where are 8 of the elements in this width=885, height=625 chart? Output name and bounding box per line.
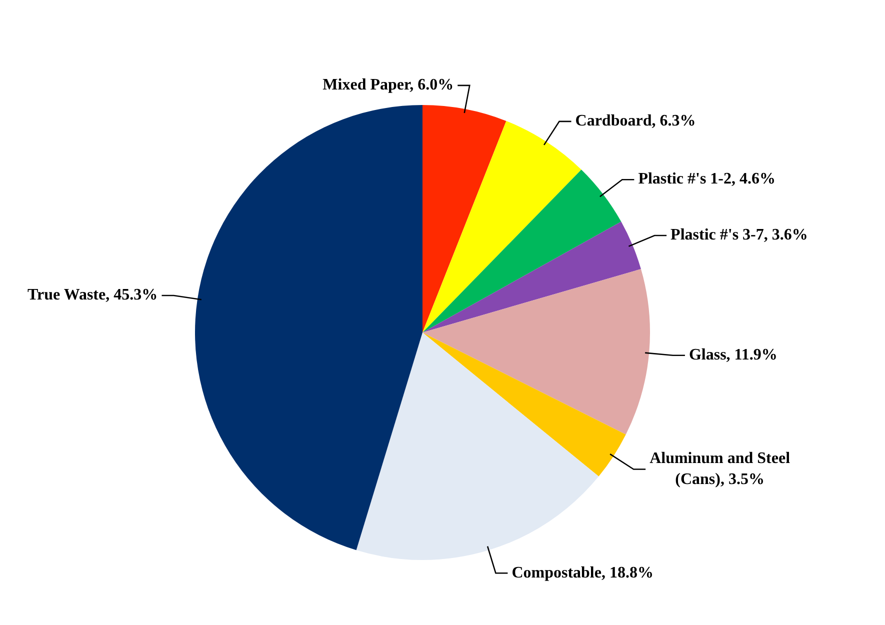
slice-label: Mixed Paper, 6.0% (322, 76, 454, 94)
slice-label: True Waste, 45.3% (28, 286, 158, 304)
slice-label: Cardboard, 6.3% (575, 112, 696, 130)
slice-label: Aluminum and Steel (Cans), 3.5% (650, 450, 791, 488)
slice-label: Compostable, 18.8% (512, 564, 654, 582)
slice-label: Plastic #'s 1-2, 4.6% (638, 170, 776, 188)
slice-label: Glass, 11.9% (688, 346, 778, 364)
slice-label: Plastic #'s 3-7, 3.6% (670, 226, 808, 244)
